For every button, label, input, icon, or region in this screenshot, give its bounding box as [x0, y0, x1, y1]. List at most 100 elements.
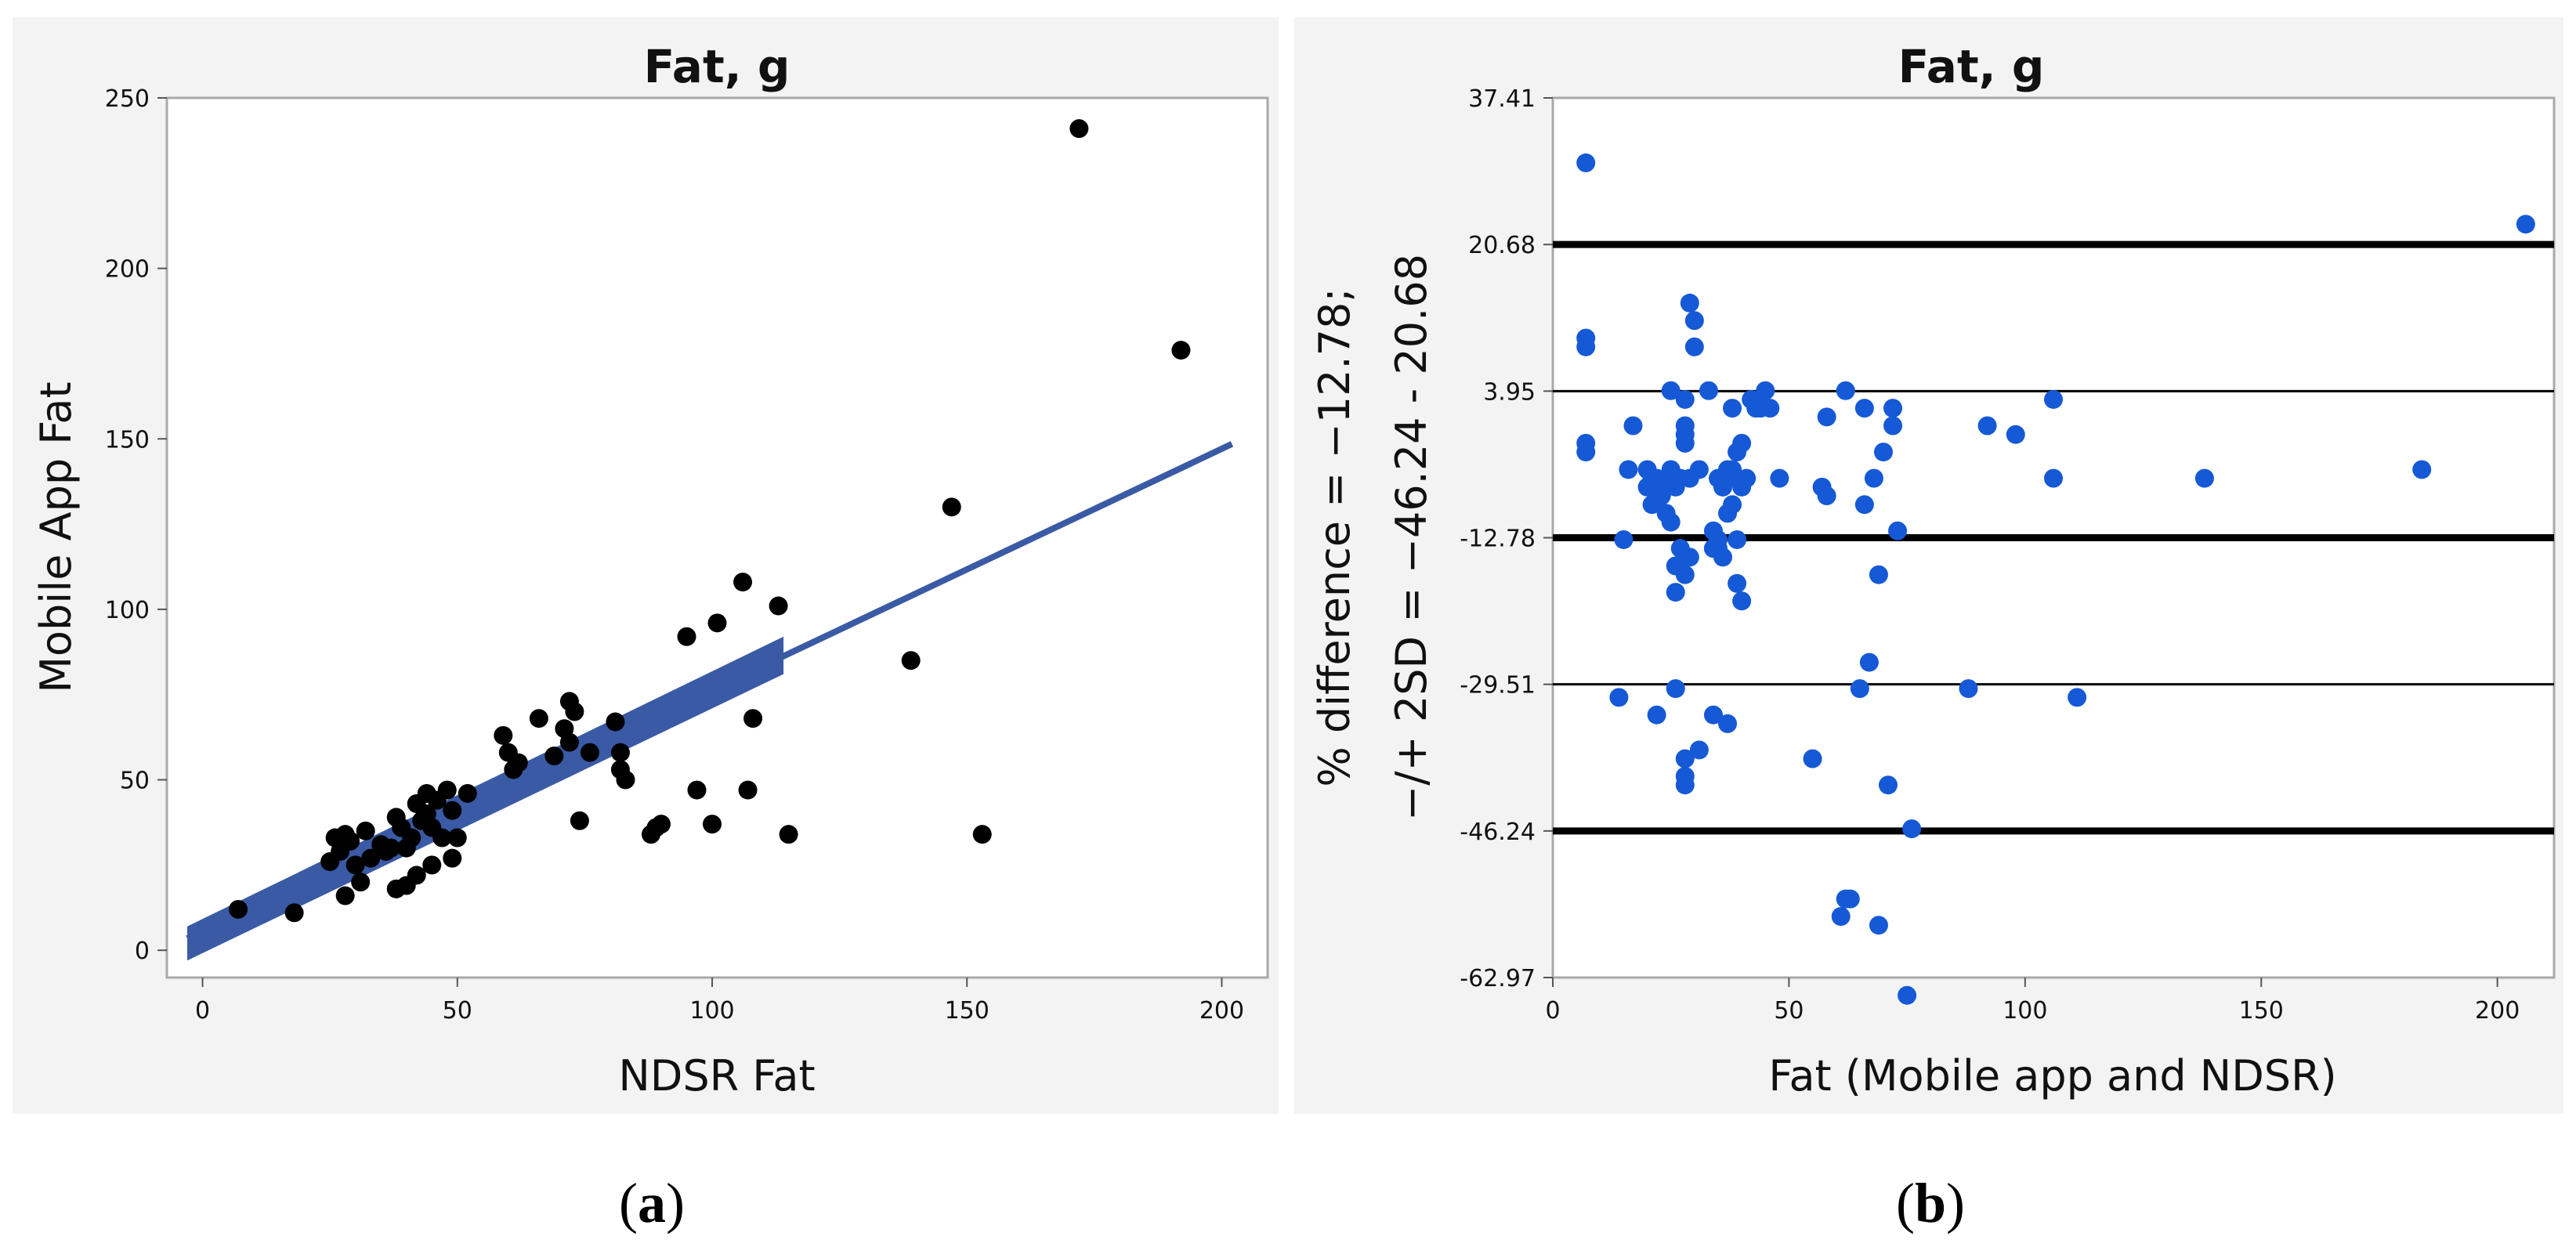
data-point [1661, 512, 1681, 532]
data-point [687, 780, 707, 800]
data-point [1576, 153, 1596, 172]
data-point [1859, 652, 1879, 672]
panel-a-y-axis-label: Mobile App Fat [31, 381, 81, 692]
data-point [606, 712, 625, 732]
x-tick-label: 0 [195, 997, 210, 1025]
data-point [1836, 381, 1855, 400]
panel-a: Fat, g NDSR Fat Mobile App Fat 0 50 100 150… [13, 17, 1279, 1114]
y-tick-label: -29.51 [1460, 672, 1536, 699]
panel-a-y-ticks: 0 50 100 150 200 250 [105, 85, 167, 965]
data-point [1854, 495, 1874, 515]
data-point [1666, 583, 1685, 602]
data-point [458, 783, 477, 803]
caption-a-text: (a) [619, 1172, 685, 1234]
data-point [1619, 460, 1638, 479]
data-point [1718, 714, 1738, 733]
data-point [1888, 521, 1908, 540]
data-point [1684, 311, 1704, 331]
data-point [335, 886, 355, 905]
data-point [1623, 416, 1643, 436]
data-point [1708, 530, 1728, 549]
y-tick-label: -46.24 [1460, 819, 1536, 846]
data-point [1831, 907, 1851, 927]
data-point [769, 596, 788, 616]
data-point [1817, 486, 1836, 506]
data-point [559, 732, 579, 752]
data-point [565, 702, 584, 721]
data-point [610, 743, 630, 762]
y-tick-label: 0 [135, 938, 150, 965]
data-point [1732, 591, 1752, 611]
data-point [508, 753, 528, 772]
x-tick-label: 50 [443, 997, 472, 1025]
data-point [1576, 337, 1596, 356]
y-tick-label: 250 [105, 85, 150, 113]
data-point [1069, 119, 1089, 139]
data-point [1732, 433, 1752, 453]
data-point [1713, 477, 1733, 497]
data-point [1770, 468, 1789, 488]
data-point [437, 780, 457, 800]
data-point [570, 811, 589, 830]
data-point [1873, 443, 1893, 462]
data-point [432, 828, 452, 848]
data-point [1728, 530, 1747, 549]
data-point [1883, 416, 1903, 436]
data-point [1902, 819, 1922, 839]
panel-a-title: Fat, g [644, 40, 791, 93]
y-tick-label: -12.78 [1460, 526, 1536, 553]
panel-b-y-axis-label-line1: % difference = −12.78; [1310, 287, 1359, 786]
data-point [1756, 381, 1775, 400]
data-point [1760, 399, 1780, 418]
data-point [677, 627, 696, 646]
data-point [1675, 775, 1695, 795]
panel-a-x-axis-label: NDSR Fat [618, 1051, 815, 1101]
data-point [443, 801, 462, 820]
y-tick-label: 3.95 [1483, 378, 1536, 406]
data-point [1869, 916, 1888, 935]
panel-b: Fat, g Fat (Mobile app and NDSR) % diffe… [1294, 17, 2563, 1114]
y-tick-label: 150 [105, 426, 150, 454]
data-point [229, 899, 248, 919]
panel-b-y-axis-label-line2: −/+ 2SD = −46.24 - 20.68 [1387, 254, 1436, 821]
panel-b-x-axis-label: Fat (Mobile app and NDSR) [1768, 1051, 2336, 1101]
data-point [972, 825, 992, 844]
data-point [1675, 565, 1695, 584]
data-point [1684, 337, 1704, 356]
data-point [402, 828, 421, 848]
x-tick-label: 150 [2239, 997, 2284, 1025]
data-point [1713, 548, 1733, 567]
data-point [1689, 460, 1709, 479]
y-tick-label: 37.41 [1468, 85, 1536, 113]
data-point [2044, 468, 2063, 488]
data-point [346, 855, 365, 875]
data-point [1850, 679, 1869, 699]
x-tick-label: 200 [1199, 997, 1244, 1025]
data-point [1803, 749, 1822, 768]
data-point [651, 815, 671, 834]
data-point [733, 573, 753, 592]
data-point [1675, 389, 1695, 409]
data-point [1703, 705, 1723, 725]
x-tick-label: 100 [689, 997, 734, 1025]
data-point [702, 815, 722, 834]
data-point [443, 848, 462, 868]
data-point [1675, 749, 1695, 768]
data-point [1647, 705, 1666, 725]
data-point [1699, 381, 1718, 400]
panel-b-title: Fat, g [1898, 40, 2045, 93]
data-point [2006, 425, 2025, 444]
data-point [1898, 985, 1917, 1005]
data-point [707, 613, 727, 633]
data-point [779, 825, 798, 844]
data-point [743, 709, 763, 728]
panel-b-x-ticks: 0 50 100 150 200 [1545, 978, 2520, 1025]
x-tick-label: 200 [2475, 997, 2520, 1025]
data-point [1576, 443, 1596, 462]
data-point [1883, 399, 1903, 418]
panel-a-x-ticks: 0 50 100 150 200 [195, 978, 1244, 1025]
caption-b-text: (b) [1896, 1172, 1965, 1234]
data-point [351, 873, 371, 892]
y-tick-label: -62.97 [1460, 965, 1536, 992]
